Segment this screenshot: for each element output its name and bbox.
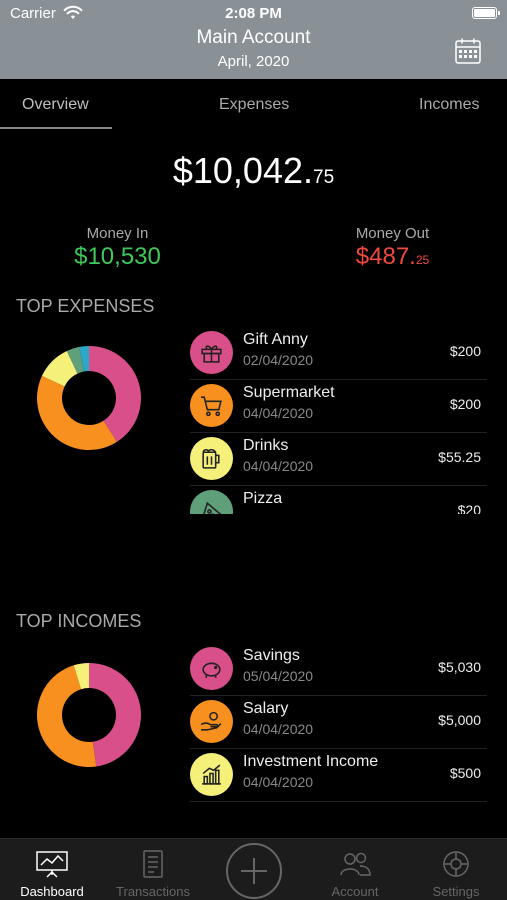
donut-slice (66, 346, 84, 374)
money-out-whole: $487. (355, 243, 416, 270)
cart-icon (190, 384, 233, 427)
gift-icon (190, 331, 233, 374)
item-date: 02/04/2020 (243, 352, 314, 368)
item-date: 04/04/2020 (243, 774, 314, 790)
transactions-icon (143, 850, 163, 878)
wifi-icon (63, 5, 83, 19)
list-item[interactable]: Salary 04/04/2020 $5,000 (190, 696, 487, 749)
item-amount: $20 (457, 502, 481, 514)
status-bar: Carrier 2:08 PM (10, 5, 500, 23)
tabbar-item-settings[interactable]: Settings (406, 839, 506, 900)
active-tab-indicator (0, 127, 112, 129)
donut-slice (73, 663, 89, 690)
donut-slice (37, 375, 117, 450)
tabbar-label: Dashboard (20, 884, 84, 899)
item-date: 05/04/2020 (243, 668, 314, 684)
bottom-tab-bar: Dashboard Transactions Account Settings (0, 838, 507, 900)
tab-overview[interactable]: Overview (22, 96, 89, 113)
top-expenses-list: Gift Anny 02/04/2020 $200 Supermarket 04… (190, 327, 487, 514)
donut-slice (89, 663, 141, 767)
salary-hand-icon (190, 700, 233, 743)
list-item[interactable]: Savings 05/04/2020 $5,030 (190, 643, 487, 696)
add-transaction-button[interactable] (226, 843, 282, 899)
list-item[interactable]: Gift Anny 02/04/2020 $200 (190, 327, 487, 380)
item-date: 04/04/2020 (243, 721, 314, 737)
list-item[interactable]: Pizza $20 (190, 486, 487, 514)
piggy-bank-icon (190, 647, 233, 690)
drink-icon (190, 437, 233, 480)
segment-tabs: Overview Expenses Incomes (0, 79, 507, 131)
donut-slice (89, 346, 141, 442)
tabbar-label: Account (331, 884, 379, 899)
money-in-label: Money In (86, 225, 149, 242)
money-in-summary: Money In $10,530 (60, 225, 175, 271)
donut-slice (37, 665, 97, 767)
pizza-icon (190, 490, 233, 514)
incomes-donut-chart (37, 663, 141, 767)
item-name: Gift Anny (243, 331, 308, 348)
battery-icon (472, 7, 500, 19)
tabbar-item-dashboard[interactable]: Dashboard (2, 839, 102, 900)
top-expenses-title: TOP EXPENSES (16, 296, 155, 316)
expenses-donut-chart (37, 346, 141, 450)
item-amount: $200 (449, 343, 481, 359)
item-name: Pizza (243, 490, 283, 507)
item-date: 04/04/2020 (243, 458, 314, 474)
account-icon (340, 852, 371, 876)
item-name: Salary (243, 700, 289, 717)
donut-slice (41, 350, 78, 387)
navigation-header: Carrier 2:08 PM Main Account April, 2020 (0, 0, 507, 79)
top-incomes-list: Savings 05/04/2020 $5,030 Salary 04/04/2… (190, 643, 487, 803)
item-name: Drinks (243, 437, 289, 454)
balance-whole: $10,042. (172, 150, 313, 191)
account-balance: $10,042.75 (0, 150, 507, 192)
dashboard-icon (36, 851, 68, 878)
balance-cents: 75 (313, 167, 335, 188)
tab-incomes[interactable]: Incomes (419, 96, 480, 113)
money-out-cents: 25 (415, 253, 430, 267)
tabbar-label: Settings (432, 884, 480, 899)
tabbar-item-transactions[interactable]: Transactions (103, 839, 203, 900)
item-name: Savings (243, 647, 300, 664)
donut-slice (79, 346, 89, 372)
item-amount: $55.25 (438, 449, 481, 465)
tabbar-item-account[interactable]: Account (305, 839, 405, 900)
calendar-icon[interactable] (454, 37, 482, 65)
item-amount: $500 (449, 765, 481, 781)
item-amount: $5,000 (438, 712, 481, 728)
list-item[interactable]: Supermarket 04/04/2020 $200 (190, 380, 487, 433)
page-subtitle: April, 2020 (217, 53, 290, 70)
top-incomes-title: TOP INCOMES (16, 611, 142, 631)
clock: 2:08 PM (225, 5, 282, 22)
item-name: Investment Income (243, 753, 379, 770)
money-in-value: $10,530 (74, 243, 161, 270)
page-title: Main Account (196, 27, 311, 48)
money-out-label: Money Out (355, 225, 430, 242)
item-date: 04/04/2020 (243, 405, 314, 421)
item-amount: $200 (449, 396, 481, 412)
tab-expenses[interactable]: Expenses (219, 96, 290, 113)
investment-chart-icon (190, 753, 233, 796)
tabbar-label: Transactions (116, 884, 190, 899)
item-amount: $5,030 (438, 659, 481, 675)
settings-icon (443, 851, 469, 877)
carrier-label: Carrier (10, 5, 56, 22)
money-out-value: $487.25 (340, 243, 445, 271)
list-item[interactable]: Investment Income 04/04/2020 $500 (190, 749, 487, 802)
item-name: Supermarket (243, 384, 335, 401)
list-item[interactable]: Drinks 04/04/2020 $55.25 (190, 433, 487, 486)
money-out-summary: Money Out $487.25 (340, 225, 445, 271)
